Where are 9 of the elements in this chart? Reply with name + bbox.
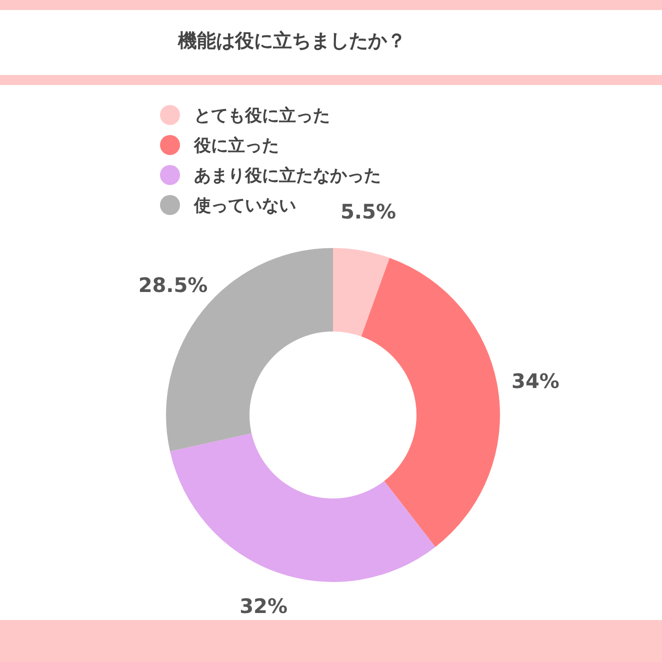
legend-label: 役に立った — [194, 134, 279, 156]
legend-label: とても役に立った — [194, 104, 330, 126]
data-label: 5.5% — [340, 199, 396, 224]
legend-label: 使っていない — [194, 194, 296, 216]
data-label: 32% — [240, 594, 288, 618]
legend-label: あまり役に立たなかった — [194, 164, 381, 186]
data-label: 28.5% — [138, 273, 208, 298]
chart-title: 機能は役に立ちましたか？ — [178, 29, 406, 54]
data-label: 34% — [512, 369, 560, 394]
